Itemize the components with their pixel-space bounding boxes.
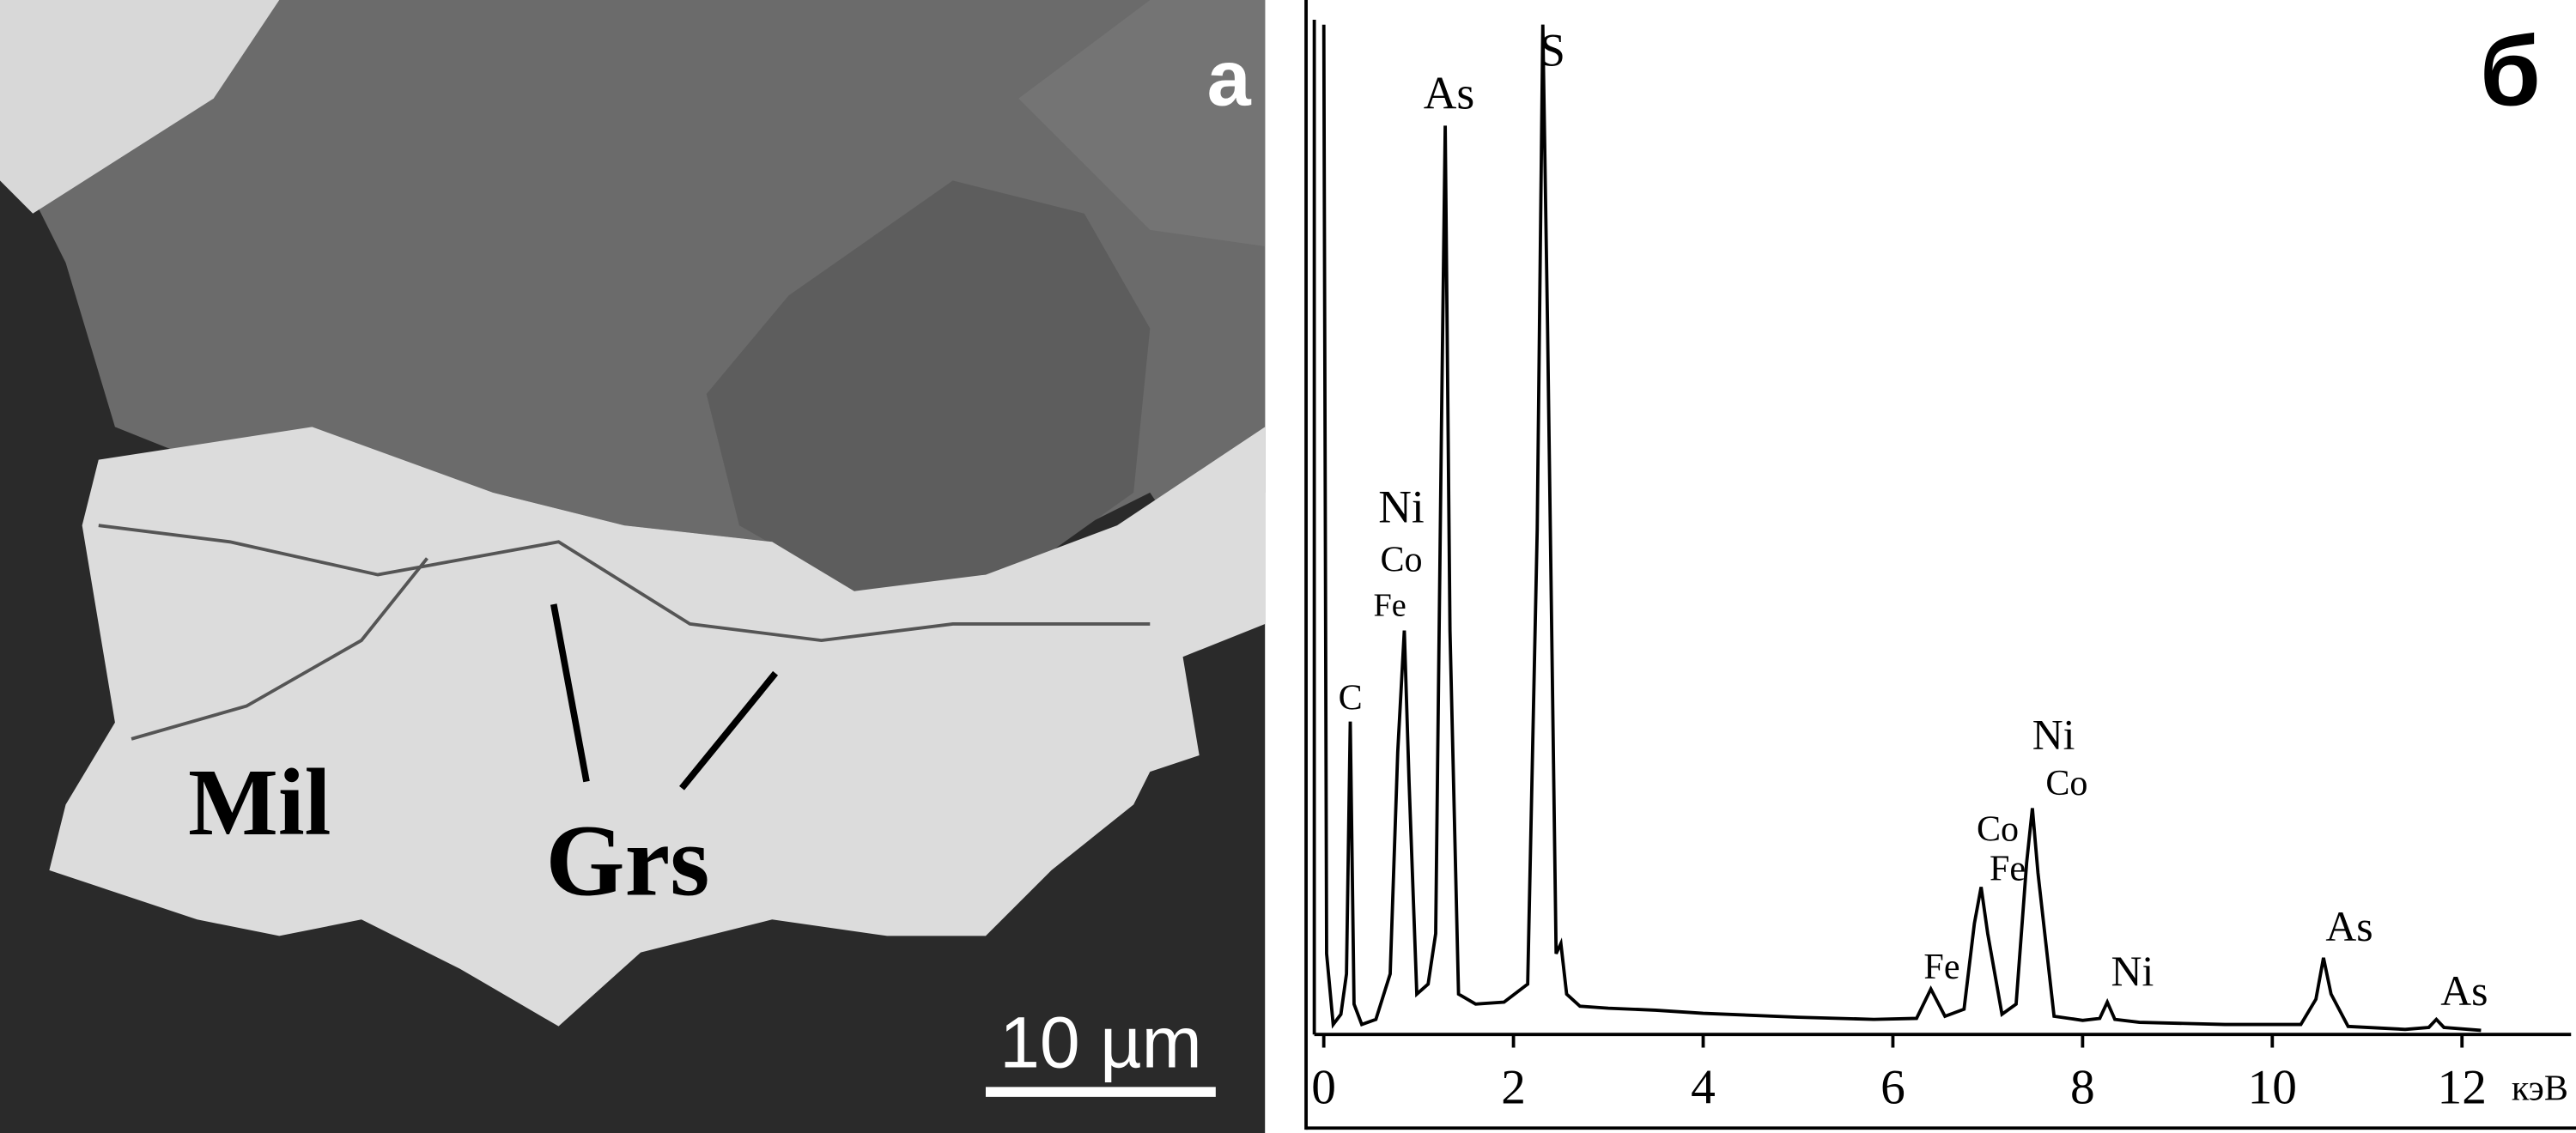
peak-label: Co [1977,809,2019,849]
grain-bright [0,0,280,214]
sem-image: а Mil Grs 10 µm [0,0,1266,1133]
crack [131,557,428,741]
peak-label: C [1339,678,1363,718]
x-tick-label: 10 [2248,1061,2297,1115]
panel-label: б [2480,16,2541,126]
mineral-label: Grs [545,804,709,918]
scale-label: 10 µm [999,1002,1202,1082]
mineral-label: Mil [188,750,331,856]
peak-label: Ni [2111,948,2154,995]
x-tick-label: 0 [1311,1061,1336,1115]
x-tick-label: 6 [1880,1061,1905,1115]
bright-mineral [49,427,1266,1027]
peak-label: As [2325,903,2372,950]
x-axis-label: кэВ [2512,1069,2568,1109]
x-tick-label: 4 [1691,1061,1716,1115]
grain-dark [706,180,1151,591]
crack [98,524,1151,643]
spectrum-line [1321,24,2482,1033]
grain [1018,0,1266,246]
peak-label: Ni [2032,711,2075,758]
peak-label: As [2440,967,2488,1015]
peak-label: Ni [1378,481,1425,532]
peak-label: As [1424,67,1475,118]
peak-label: Fe [1990,849,2026,888]
peak-label: Fe [1373,587,1406,623]
peak-label: Co [1380,541,1422,580]
x-tick-label: 12 [2438,1061,2487,1115]
pointer [550,603,590,783]
peak-label: Co [2045,764,2087,803]
x-tick-label: 2 [1501,1061,1526,1115]
peak-label: S [1540,25,1565,76]
panel-label: а [1207,34,1252,122]
pointer [679,670,779,791]
peak-label: Fe [1923,948,1959,987]
x-tick-label: 8 [2070,1061,2095,1115]
spectrum-panel: б кэВ 0 2 4 6 8 10 12CNiCoFeAsSFeCoFeNiCoNiAsA… [1304,0,2576,1130]
